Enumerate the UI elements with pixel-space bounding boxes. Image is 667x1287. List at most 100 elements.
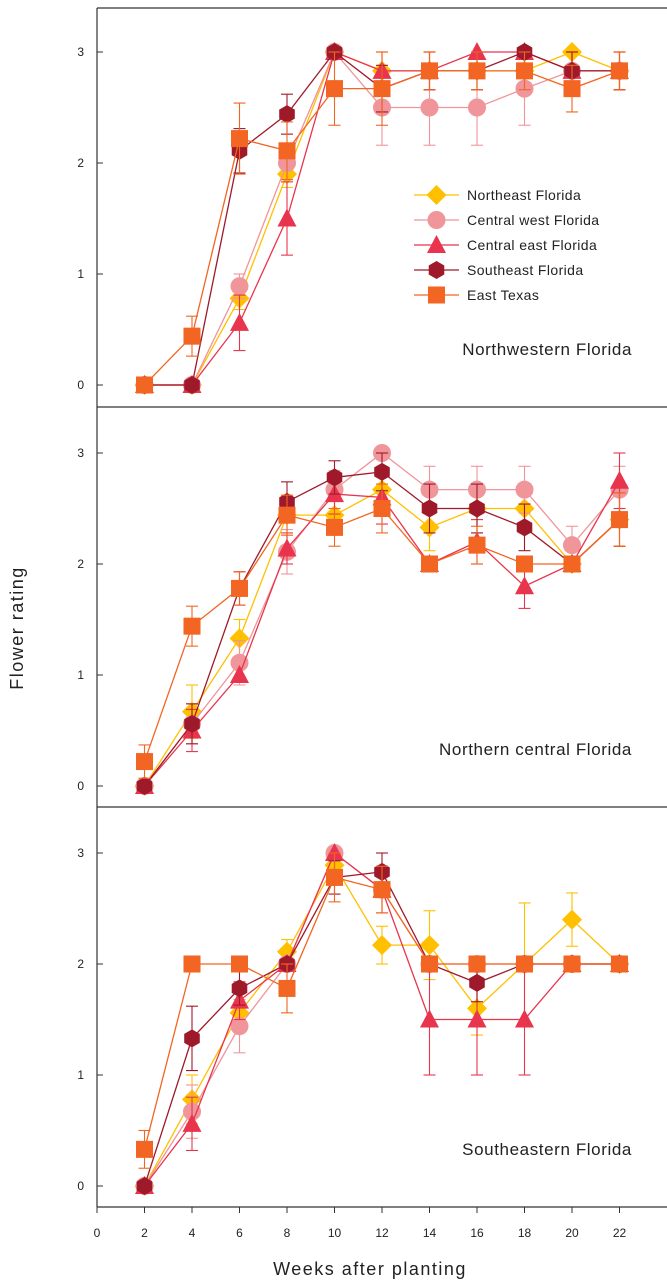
panel-label: Northern central Florida [439, 740, 632, 759]
legend-item: Central west Florida [414, 211, 599, 229]
x-axis-label: Weeks after planting [273, 1259, 467, 1279]
x-tick-label: 4 [189, 1226, 196, 1240]
data-point [611, 511, 628, 529]
y-axis-label: Flower rating [7, 566, 27, 690]
y-tick-label: 2 [77, 156, 84, 170]
data-point [611, 955, 628, 973]
panel-2: 0 1 2 3 Northern central Florida [77, 407, 667, 808]
legend-label: Central east Florida [467, 237, 597, 253]
data-point [467, 42, 487, 60]
x-tick-label: 8 [284, 1226, 291, 1240]
data-point [277, 538, 297, 557]
legend-item: Central east Florida [414, 235, 597, 253]
legend-label: Northeast Florida [467, 187, 581, 203]
legend-marker [426, 185, 447, 205]
data-point [183, 955, 201, 973]
data-point [373, 80, 391, 98]
y-tick-label: 0 [77, 1179, 84, 1193]
y-tick-label: 2 [77, 957, 84, 971]
legend-marker [428, 286, 445, 304]
panel-label: Northwestern Florida [462, 340, 632, 359]
chart-panels: 0 1 2 3 Northwestern Florida 0 1 2 3 Northern cen… [77, 7, 667, 1208]
data-point [278, 506, 296, 524]
data-point [419, 935, 440, 956]
data-point [136, 1140, 153, 1158]
x-tick-label: 12 [375, 1226, 389, 1240]
data-point [326, 518, 343, 536]
data-point [421, 555, 438, 573]
data-point [278, 979, 296, 997]
series-line [143, 871, 620, 1187]
data-point [516, 955, 533, 973]
data-point [326, 80, 343, 98]
x-tick-label: 18 [518, 1226, 532, 1240]
data-point [279, 105, 295, 124]
data-point [231, 579, 248, 597]
y-tick-label: 0 [77, 378, 84, 392]
series-east-texas [136, 51, 628, 394]
data-point [229, 628, 250, 649]
x-tick-label: 22 [613, 1226, 627, 1240]
data-point [563, 955, 581, 973]
data-point [373, 881, 391, 899]
data-point [184, 376, 200, 394]
data-point [516, 62, 533, 80]
x-tick-label: 20 [565, 1226, 579, 1240]
panel-3: 0 1 2 3 Southeastern Florida [77, 807, 667, 1208]
x-axis: 0 2 4 6 8 10 12 14 16 18 20 22 [94, 1207, 627, 1240]
data-point [230, 653, 249, 672]
data-point [374, 462, 390, 481]
data-point [611, 62, 628, 80]
data-point [184, 1029, 200, 1048]
x-tick-label: 6 [236, 1226, 243, 1240]
data-point [182, 1113, 202, 1132]
data-point [277, 208, 297, 227]
data-point [372, 935, 392, 956]
legend: Northeast Florida Central west Florida Cen… [414, 185, 599, 304]
data-point [562, 909, 582, 930]
y-tick-label: 3 [77, 45, 84, 59]
data-point [420, 1009, 439, 1028]
legend-marker [428, 261, 445, 279]
data-point [610, 470, 629, 489]
data-point [136, 777, 153, 795]
panel-label: Southeastern Florida [462, 1140, 632, 1159]
data-point [230, 277, 249, 296]
data-point [231, 130, 248, 148]
data-point [516, 518, 533, 537]
y-tick-label: 1 [77, 668, 84, 682]
series-east-texas [136, 483, 628, 779]
data-point [326, 868, 343, 886]
data-point [373, 500, 391, 517]
legend-label: Southeast Florida [467, 262, 584, 278]
data-point [563, 536, 581, 555]
x-tick-label: 10 [328, 1226, 342, 1240]
data-point [468, 955, 486, 973]
x-tick-label: 14 [423, 1226, 437, 1240]
data-point [136, 376, 153, 394]
legend-item: East Texas [414, 286, 539, 304]
data-point [515, 480, 534, 499]
data-point [230, 1017, 249, 1036]
data-point [184, 714, 200, 733]
legend-marker [427, 235, 446, 253]
panel-1: 0 1 2 3 Northwestern Florida [77, 7, 667, 408]
legend-marker [427, 211, 446, 229]
data-point [468, 536, 486, 554]
data-point [563, 555, 581, 573]
data-point [516, 555, 533, 573]
data-point [230, 665, 249, 683]
data-point [231, 979, 248, 998]
data-point [469, 499, 485, 518]
y-tick-label: 3 [77, 446, 84, 460]
data-point [469, 973, 485, 992]
x-tick-label: 0 [94, 1226, 101, 1240]
y-tick-label: 0 [77, 779, 84, 793]
data-point [515, 576, 534, 595]
y-tick-label: 1 [77, 1068, 84, 1082]
y-tick-label: 3 [77, 846, 84, 860]
legend-item: Northeast Florida [414, 185, 581, 205]
data-point [231, 955, 248, 973]
data-point [183, 327, 201, 345]
x-tick-label: 2 [141, 1226, 148, 1240]
